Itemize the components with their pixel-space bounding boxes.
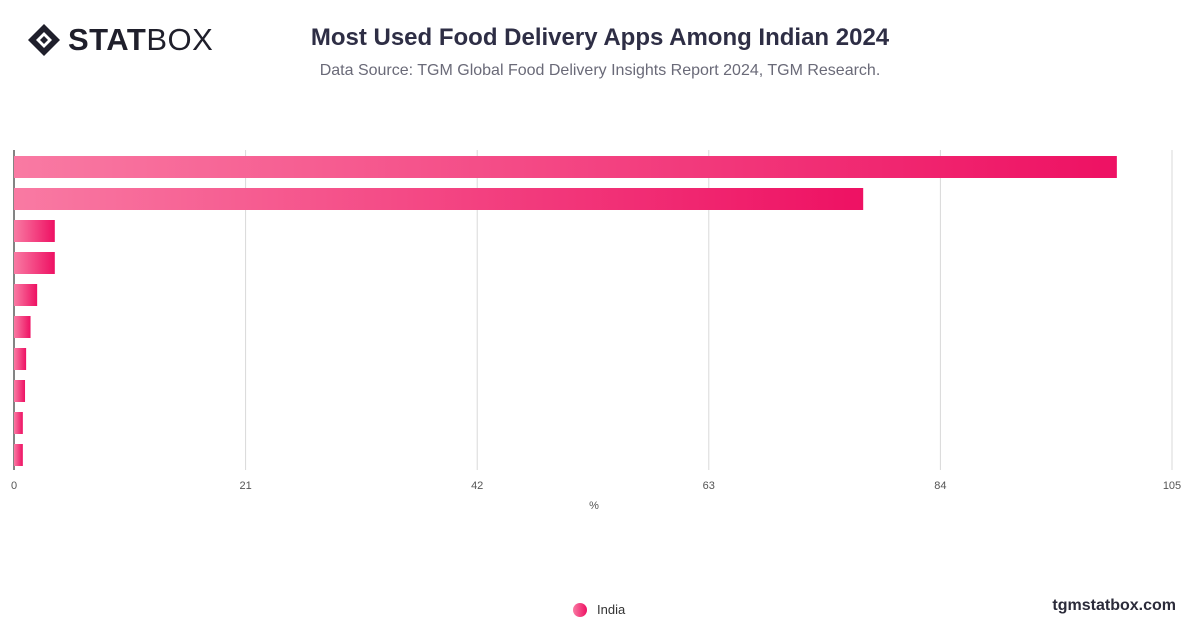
- x-tick-label: 42: [471, 480, 483, 492]
- x-tick-label: 0: [11, 480, 17, 492]
- chart-title: Most Used Food Delivery Apps Among India…: [310, 24, 890, 51]
- bar[interactable]: [14, 348, 27, 370]
- legend-marker-icon: [573, 602, 587, 617]
- bar[interactable]: [14, 316, 31, 338]
- bar-chart: 0 21 42 63 84 105 %: [11, 150, 1181, 512]
- logo-text-bold: STAT: [68, 22, 147, 57]
- legend[interactable]: India: [573, 602, 625, 617]
- bar[interactable]: [14, 252, 55, 274]
- legend-label-india: India: [597, 602, 626, 617]
- statbox-logo: STATBOX: [26, 22, 213, 58]
- x-tick-label: 63: [703, 480, 715, 492]
- bar[interactable]: [14, 412, 23, 434]
- logo-text-light: BOX: [146, 22, 214, 57]
- bar[interactable]: [14, 284, 38, 306]
- x-tick-label: 84: [934, 480, 946, 492]
- bar[interactable]: [14, 220, 55, 242]
- bar[interactable]: [14, 156, 1117, 178]
- bar[interactable]: [14, 380, 26, 402]
- bar[interactable]: [14, 188, 864, 210]
- x-tick-label: 105: [1163, 480, 1181, 492]
- x-tick-label: 21: [239, 480, 251, 492]
- diamond-logo-icon: [28, 24, 60, 56]
- bar[interactable]: [14, 444, 23, 466]
- logo-text: STATBOX: [68, 22, 213, 58]
- x-axis-label: %: [589, 500, 599, 512]
- footer-site: tgmstatbox.com: [1052, 597, 1176, 614]
- chart-subtitle: Data Source: TGM Global Food Delivery In…: [319, 62, 881, 79]
